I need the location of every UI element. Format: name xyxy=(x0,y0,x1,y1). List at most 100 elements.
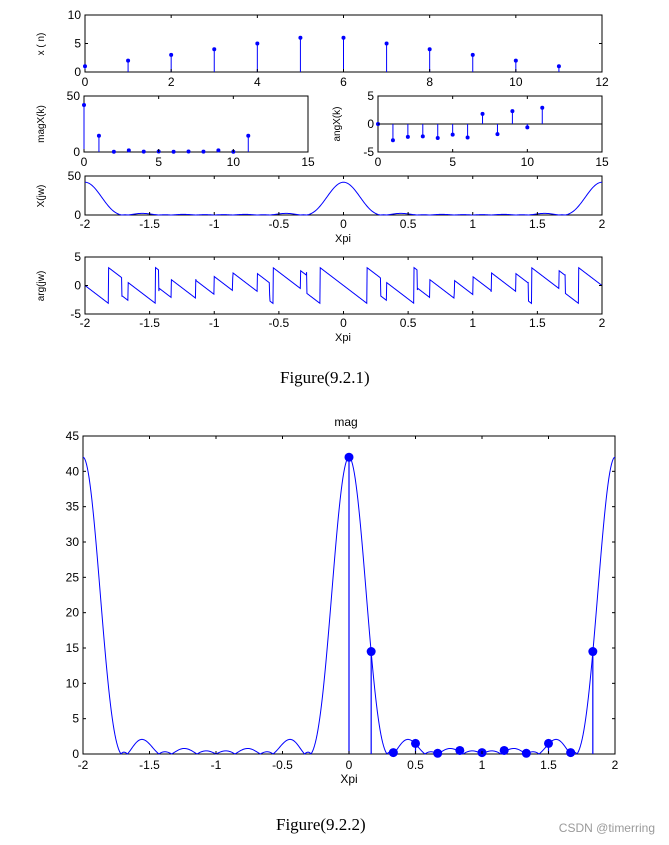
x-tick-label: -1.5 xyxy=(139,758,160,772)
x-tick-label: 2 xyxy=(612,758,619,772)
stem-marker xyxy=(465,135,470,140)
x-tick-label: 5 xyxy=(449,155,456,169)
subplot-argjw: -2 -1.5 -1 -0.5 0 0.5 1 1.5 2 -5 0 5 arg(jw) Xpi xyxy=(36,250,606,344)
x-tick-label: 12 xyxy=(595,75,609,89)
x-tick-label: 0.5 xyxy=(400,316,417,330)
figure2-caption: Figure(9.2.2) xyxy=(276,815,366,834)
stem-marker xyxy=(499,745,509,755)
stem-marker xyxy=(83,64,87,69)
x-tick-label: 1.5 xyxy=(529,316,546,330)
stem-marker xyxy=(411,738,420,748)
x-tick-label: -1 xyxy=(211,758,222,772)
figure1-caption: Figure(9.2.1) xyxy=(280,368,370,387)
stem-marker xyxy=(480,111,485,116)
stem-marker xyxy=(388,748,398,758)
x-tick-label: 10 xyxy=(227,155,241,169)
x-tick-label: -1 xyxy=(209,217,220,231)
stem-marker xyxy=(169,52,174,57)
stem-marker xyxy=(420,134,425,139)
stem-marker xyxy=(495,132,500,137)
stem-marker xyxy=(427,47,432,52)
y-tick-label: 0 xyxy=(72,747,79,761)
stem-marker xyxy=(390,138,395,143)
stem-marker xyxy=(450,132,455,137)
y-axis-label: arg(jw) xyxy=(36,271,47,302)
stem-marker xyxy=(216,148,221,153)
stem-marker xyxy=(171,149,176,154)
y-tick-label: 5 xyxy=(72,712,79,726)
x-axis-label: Xpi xyxy=(340,772,357,786)
x-tick-label: 0 xyxy=(82,75,89,89)
x-tick-label: 2 xyxy=(599,217,606,231)
x-tick-label: 2 xyxy=(599,316,606,330)
y-tick-label: 5 xyxy=(74,250,81,264)
y-tick-label: 40 xyxy=(66,464,80,478)
stem-marker xyxy=(405,134,410,139)
x-tick-label: 0.5 xyxy=(407,758,424,772)
stem-marker xyxy=(246,133,251,138)
x-tick-label: -0.5 xyxy=(272,758,293,772)
x-tick-label: -2 xyxy=(78,758,89,772)
x-tick-label: 1 xyxy=(479,758,486,772)
x-tick-label: -1.5 xyxy=(139,316,160,330)
y-tick-label: 15 xyxy=(66,641,80,655)
stem-marker xyxy=(556,64,561,69)
figure2-mag-plot: -2 -1.5 -1 -0.5 0 0.5 1 1.5 2051015202530354045m… xyxy=(66,415,619,786)
x-tick-label: -2 xyxy=(80,316,91,330)
subplot-xn: 0 2 4 6 8 10 12 0 5 10 x ( n) xyxy=(36,8,609,89)
y-tick-label: 5 xyxy=(74,37,81,51)
stem-marker xyxy=(521,748,531,758)
x-tick-label: 5 xyxy=(155,155,162,169)
x-tick-label: 15 xyxy=(301,155,315,169)
stem-marker xyxy=(588,647,598,657)
stem-marker xyxy=(255,41,260,46)
stem-marker xyxy=(201,149,206,154)
y-axis-label: angX(k) xyxy=(332,106,343,141)
x-tick-label: 6 xyxy=(340,75,347,89)
y-tick-label: 50 xyxy=(67,89,81,103)
x-tick-label: -1.5 xyxy=(139,217,160,231)
x-tick-label: 2 xyxy=(168,75,175,89)
x-tick-label: 1.5 xyxy=(529,217,546,231)
y-tick-label: 10 xyxy=(66,676,80,690)
x-tick-label: 0 xyxy=(346,758,353,772)
y-tick-label: 45 xyxy=(66,429,80,443)
y-axis-label: x ( n) xyxy=(36,33,47,56)
stem-marker xyxy=(298,35,303,40)
x-tick-label: -2 xyxy=(80,217,91,231)
x-axis-label: Xpi xyxy=(335,332,351,344)
watermark: CSDN @timerring xyxy=(558,821,655,835)
y-tick-label: 25 xyxy=(66,570,80,584)
y-tick-label: 0 xyxy=(73,145,80,159)
stem-marker xyxy=(544,738,553,748)
y-tick-label: 50 xyxy=(68,169,82,183)
stem-marker xyxy=(435,136,440,140)
stem-marker xyxy=(82,102,86,107)
x-tick-label: -0.5 xyxy=(269,217,290,231)
x-tick-label: 10 xyxy=(521,155,535,169)
y-tick-label: 0 xyxy=(74,65,81,79)
y-tick-label: 30 xyxy=(66,535,80,549)
stem-marker xyxy=(470,52,475,57)
stem-marker xyxy=(186,149,191,154)
y-tick-label: -5 xyxy=(70,307,81,321)
y-tick-label: 10 xyxy=(68,8,82,22)
x-tick-label: 1 xyxy=(469,217,476,231)
x-tick-label: 10 xyxy=(509,75,523,89)
x-axis-label: Xpi xyxy=(335,233,351,245)
x-tick-label: 15 xyxy=(595,155,609,169)
x-tick-label: 1.5 xyxy=(540,758,557,772)
stem-marker xyxy=(455,745,465,755)
x-tick-label: 1 xyxy=(469,316,476,330)
stem-marker xyxy=(96,133,101,138)
x-tick-label: 0.5 xyxy=(400,217,417,231)
y-axis-label: X(jw) xyxy=(36,185,47,208)
axes-frame xyxy=(83,95,309,153)
stem-marker xyxy=(212,47,217,52)
x-tick-label: 0 xyxy=(375,155,382,169)
x-tick-label: -0.5 xyxy=(269,316,290,330)
y-tick-label: -5 xyxy=(363,145,374,159)
stem-marker xyxy=(525,125,530,130)
